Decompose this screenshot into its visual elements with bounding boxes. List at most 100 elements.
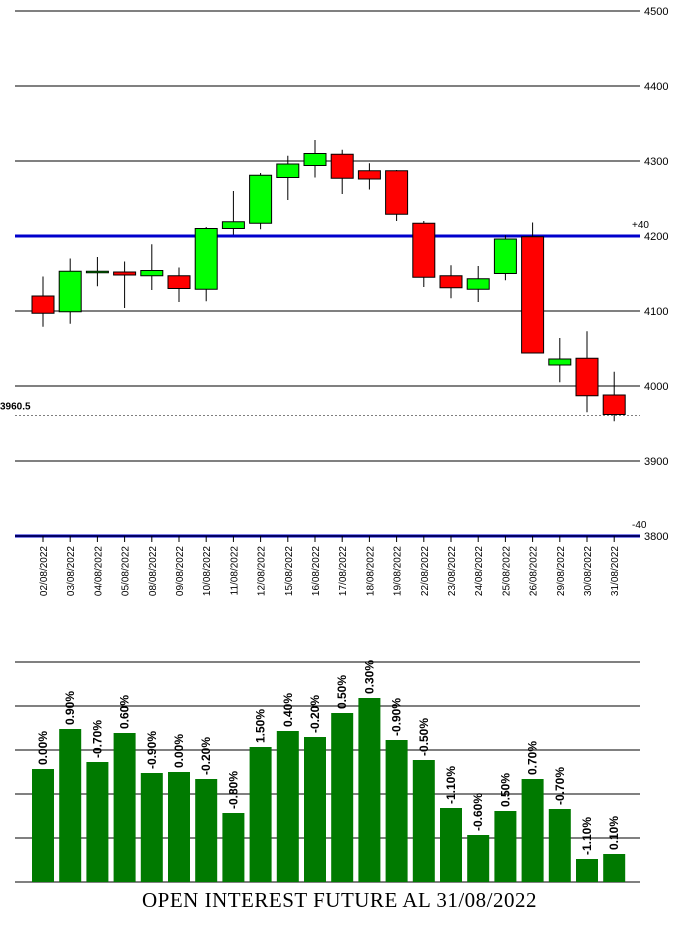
candle-body	[602, 394, 626, 415]
oi-data-label: -1.10%	[444, 766, 458, 804]
price-tick-label: 4200	[644, 231, 668, 243]
oi-data-label: 0.10%	[607, 816, 621, 850]
candle-body	[493, 238, 517, 274]
oi-bar	[412, 760, 435, 882]
oi-bar	[304, 737, 326, 882]
candle-body	[575, 357, 599, 397]
oi-bar	[603, 854, 626, 882]
date-tick-label: 24/08/2022	[474, 546, 485, 596]
oi-bar	[276, 731, 299, 882]
oi-bar	[576, 859, 598, 882]
reference-line-label: +40	[632, 220, 649, 231]
candle-body	[31, 295, 55, 314]
candle-body	[58, 270, 82, 313]
oi-data-label: -0.80%	[226, 771, 240, 809]
date-tick-label: 08/08/2022	[148, 546, 159, 596]
date-tick-label: 19/08/2022	[393, 546, 404, 596]
chart-title: OPEN INTEREST FUTURE AL 31/08/2022	[141, 888, 537, 912]
date-tick-label: 16/08/2022	[311, 546, 322, 596]
oi-bar	[548, 809, 571, 882]
candle-body	[167, 275, 191, 289]
oi-data-label: -0.50%	[417, 718, 431, 756]
last-price-label: 3960.5	[0, 402, 31, 413]
oi-bar	[521, 779, 544, 882]
oi-data-label: -1.10%	[580, 817, 594, 855]
oi-data-label: 0.70%	[526, 741, 540, 775]
candle-body	[85, 270, 109, 274]
oi-data-label: 0.30%	[362, 660, 376, 694]
oi-bar	[222, 813, 245, 882]
price-tick-label: 4100	[644, 306, 668, 318]
oi-bar	[113, 733, 136, 882]
candle-body	[330, 153, 354, 179]
candle-body	[521, 236, 545, 354]
date-tick-label: 26/08/2022	[529, 546, 540, 596]
oi-data-label: 0.50%	[335, 675, 349, 709]
oi-data-label: 0.40%	[281, 693, 295, 727]
date-tick-label: 10/08/2022	[202, 546, 213, 596]
candlestick-series	[31, 140, 626, 422]
date-tick-label: 11/08/2022	[229, 546, 240, 596]
candle-body	[113, 271, 137, 276]
oi-gridlines	[15, 661, 640, 883]
candle-body	[140, 270, 164, 277]
oi-bar	[140, 773, 163, 882]
candle-body	[385, 170, 409, 215]
oi-bar	[195, 779, 218, 882]
date-tick-label: 17/08/2022	[338, 546, 349, 596]
oi-bar	[331, 713, 354, 882]
date-tick-label: 30/08/2022	[583, 546, 594, 596]
candle-body	[439, 275, 463, 289]
reference-lines: +40 -40	[15, 220, 649, 538]
candle-body	[548, 358, 572, 366]
oi-bar	[494, 811, 517, 882]
oi-bar	[440, 808, 462, 882]
oi-bar	[358, 698, 381, 882]
oi-data-label: 0.90%	[63, 691, 77, 725]
oi-data-label: -0.60%	[471, 793, 485, 831]
price-tick-label: 3900	[644, 456, 668, 468]
oi-data-label: -0.20%	[308, 695, 322, 733]
candle-body	[412, 222, 436, 278]
date-tick-label: 31/08/2022	[610, 546, 621, 596]
price-tick-label: 4000	[644, 381, 668, 393]
oi-data-label: 0.50%	[498, 773, 512, 807]
oi-data-label: 1.50%	[254, 709, 268, 743]
oi-bar	[467, 835, 490, 882]
oi-data-label: 0.00%	[36, 731, 50, 765]
price-tick-label: 4500	[644, 6, 668, 18]
date-tick-label: 22/08/2022	[420, 546, 431, 596]
candle-body	[194, 228, 218, 290]
candle-body	[221, 221, 245, 229]
oi-data-label: -0.20%	[199, 737, 213, 775]
oi-data-label: -0.90%	[390, 698, 404, 736]
price-tick-label: 3800	[644, 531, 668, 543]
oi-data-label: -0.90%	[145, 731, 159, 769]
oi-data-label: 0.00%	[172, 734, 186, 768]
date-tick-label: 29/08/2022	[556, 546, 567, 596]
date-tick-label: 04/08/2022	[93, 546, 104, 596]
date-tick-label: 03/08/2022	[66, 546, 77, 596]
date-tick-label: 23/08/2022	[447, 546, 458, 596]
date-tick-label: 09/08/2022	[175, 546, 186, 596]
date-tick-label: 02/08/2022	[39, 546, 50, 596]
candle-body	[466, 278, 490, 290]
candle-body	[276, 163, 300, 178]
oi-data-label: -0.70%	[553, 767, 567, 805]
oi-bar	[59, 729, 82, 882]
oi-bar	[32, 769, 54, 882]
price-gridlines	[15, 10, 640, 537]
candle-body	[249, 174, 273, 224]
candle-body	[357, 170, 381, 180]
oi-bar	[168, 772, 190, 882]
oi-data-label: 0.60%	[118, 695, 132, 729]
price-tick-label: 4400	[644, 81, 668, 93]
oi-bar	[249, 747, 272, 882]
oi-bar	[385, 740, 408, 882]
date-tick-label: 05/08/2022	[121, 546, 132, 596]
reference-line-label: -40	[632, 520, 647, 531]
oi-bar-series: 0.00% 0.90% -0.70% 0.60% -0.90% 0.00% -0.20% -0…	[32, 660, 626, 882]
oi-data-label: -0.70%	[90, 720, 104, 758]
date-tick-label: 12/08/2022	[257, 546, 268, 596]
